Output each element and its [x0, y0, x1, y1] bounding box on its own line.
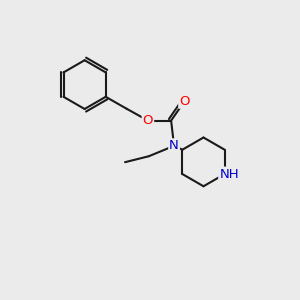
Text: N: N: [169, 139, 179, 152]
Text: O: O: [143, 114, 153, 127]
Text: O: O: [179, 95, 190, 108]
Text: NH: NH: [219, 168, 239, 181]
